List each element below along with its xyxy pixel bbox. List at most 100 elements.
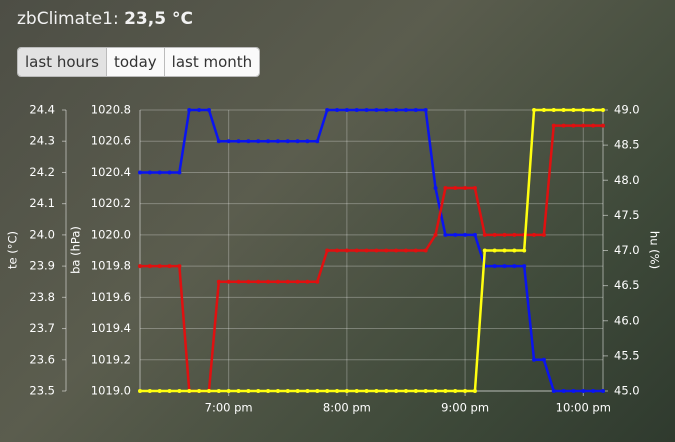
data-point — [177, 170, 182, 175]
data-point — [374, 389, 379, 393]
data-point — [561, 389, 566, 393]
data-point — [551, 108, 556, 112]
data-point — [423, 248, 428, 253]
y3-tick-label: 1020.0 — [91, 227, 131, 241]
y-tick-label: 24.2 — [29, 165, 55, 179]
data-point — [246, 279, 251, 284]
data-point — [315, 389, 320, 393]
data-point — [285, 139, 290, 144]
data-point — [364, 389, 369, 393]
data-point — [423, 389, 428, 393]
y-tick-label: 24.1 — [29, 196, 55, 210]
data-point — [394, 389, 399, 393]
data-point — [285, 279, 290, 284]
data-point — [384, 389, 389, 393]
data-point — [561, 108, 566, 112]
data-point — [216, 279, 221, 284]
data-point — [138, 389, 142, 393]
data-point — [512, 232, 517, 237]
data-point — [374, 108, 379, 112]
data-point — [601, 123, 605, 128]
y3-tick-label: 1019.8 — [91, 259, 131, 273]
range-button[interactable]: last hours — [18, 48, 107, 76]
range-buttons: last hours today last month — [17, 47, 261, 77]
data-point — [433, 389, 438, 393]
data-point — [138, 264, 142, 269]
data-point — [305, 279, 310, 284]
data-point — [354, 248, 359, 253]
x-tick-label: 7:00 pm — [205, 401, 253, 415]
data-point — [138, 170, 142, 175]
y-tick-label: 23.5 — [29, 384, 55, 398]
y2-tick-label: 45.0 — [614, 384, 640, 398]
data-point — [463, 389, 468, 393]
data-point — [463, 232, 468, 237]
data-point — [335, 108, 340, 112]
x-tick-label: 10:00 pm — [556, 401, 611, 415]
y2-tick-label: 46.5 — [614, 278, 640, 292]
data-point — [394, 248, 399, 253]
data-point — [433, 232, 438, 237]
data-point — [226, 389, 231, 393]
data-point — [571, 123, 576, 128]
data-point — [541, 232, 546, 237]
data-point — [256, 139, 261, 144]
data-point — [187, 389, 192, 393]
y2-tick-label: 49.0 — [614, 103, 640, 117]
data-point — [364, 248, 369, 253]
data-point — [591, 123, 596, 128]
data-point — [354, 389, 359, 393]
data-point — [305, 389, 310, 393]
data-point — [482, 232, 487, 237]
data-point — [226, 139, 231, 144]
data-point — [246, 139, 251, 144]
device-name: zbClimate1: — [17, 9, 119, 29]
data-point — [295, 139, 300, 144]
data-point — [246, 389, 251, 393]
y3-tick-label: 1019.0 — [91, 384, 131, 398]
data-point — [453, 232, 458, 237]
data-point — [344, 248, 349, 253]
data-point — [581, 123, 586, 128]
data-point — [275, 139, 280, 144]
data-point — [512, 248, 517, 253]
header: zbClimate1: 23,5 °C — [17, 9, 193, 29]
data-point — [364, 108, 369, 112]
data-point — [295, 389, 300, 393]
data-point — [502, 232, 507, 237]
range-button[interactable]: today — [107, 48, 165, 76]
data-point — [423, 108, 428, 112]
data-point — [384, 108, 389, 112]
data-point — [167, 170, 172, 175]
data-point — [147, 170, 152, 175]
data-point — [561, 123, 566, 128]
data-point — [453, 389, 458, 393]
data-point — [206, 108, 211, 112]
data-point — [266, 279, 271, 284]
data-point — [541, 357, 546, 362]
range-button[interactable]: last month — [164, 48, 260, 76]
data-point — [315, 279, 320, 284]
data-point — [295, 279, 300, 284]
x-tick-label: 9:00 pm — [441, 401, 489, 415]
data-point — [512, 264, 517, 269]
data-point — [157, 264, 162, 269]
data-point — [413, 389, 418, 393]
data-point — [551, 389, 556, 393]
data-point — [532, 357, 537, 362]
y-tick-label: 23.6 — [29, 352, 55, 366]
y-tick-label: 24.4 — [29, 103, 55, 117]
data-point — [275, 279, 280, 284]
data-point — [551, 123, 556, 128]
data-point — [413, 248, 418, 253]
x-tick-label: 8:00 pm — [323, 401, 371, 415]
data-point — [197, 108, 202, 112]
y-tick-label: 24.0 — [29, 227, 55, 241]
data-point — [177, 264, 182, 269]
data-point — [167, 389, 172, 393]
data-point — [315, 139, 320, 144]
y2-axis-title: hu (%) — [648, 231, 662, 269]
data-point — [492, 232, 497, 237]
data-point — [384, 248, 389, 253]
data-point — [532, 108, 537, 112]
